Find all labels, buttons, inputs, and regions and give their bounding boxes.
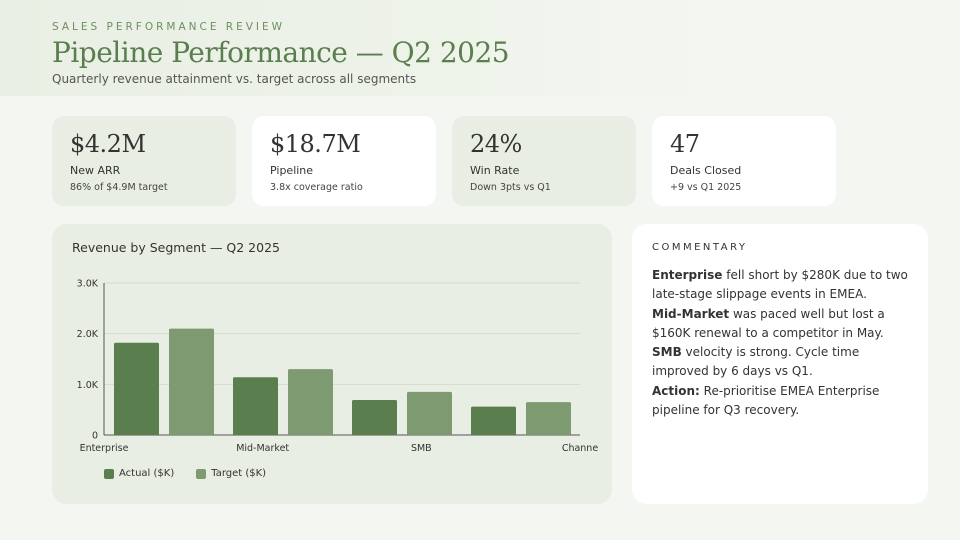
commentary-lead: Mid-Market	[652, 306, 730, 321]
legend-item-actual: Actual ($K)	[104, 468, 174, 479]
chart-card: Revenue by Segment — Q2 2025 0 1.0K 2.0K 3.…	[52, 224, 612, 504]
eyebrow-label: SALES PERFORMANCE REVIEW	[52, 21, 286, 33]
bar-target	[288, 369, 333, 435]
kpi-value: 47	[670, 130, 700, 158]
bar-target	[526, 402, 571, 435]
commentary-lead: SMB	[652, 345, 682, 360]
kpi-note: 3.8x coverage ratio	[270, 182, 363, 193]
x-tick-label: SMB	[411, 443, 432, 454]
commentary-card: COMMENTARY Enterprise fell short by $280…	[632, 224, 928, 504]
page-subtitle: Quarterly revenue attainment vs. target …	[52, 72, 417, 86]
y-tick-label: 1.0K	[77, 380, 99, 391]
legend-item-target: Target ($K)	[196, 468, 266, 479]
kpi-value: $4.2M	[70, 130, 146, 158]
kpi-card-pipeline: $18.7M Pipeline 3.8x coverage ratio	[252, 116, 436, 206]
bar-actual	[471, 406, 516, 435]
kpi-label: Deals Closed	[670, 164, 742, 177]
commentary-item-mid-market: Mid-Market was paced well but lost a $16…	[652, 305, 914, 344]
x-tick-label: Mid-Market	[236, 443, 289, 454]
kpi-value: $18.7M	[270, 130, 361, 158]
bar-actual	[233, 377, 278, 435]
kpi-label: Pipeline	[270, 164, 314, 177]
page-title: Pipeline Performance — Q2 2025	[52, 36, 510, 69]
commentary-text: velocity is strong. Cycle time improved …	[652, 345, 860, 379]
bar-actual	[114, 342, 159, 435]
bar-target	[407, 391, 452, 435]
y-tick-label: 0	[92, 431, 98, 442]
kpi-note: 86% of $4.9M target	[70, 182, 168, 193]
x-tick-label: Channe	[562, 443, 599, 454]
bar-actual	[352, 400, 397, 435]
commentary-item-smb: SMB velocity is strong. Cycle time impro…	[652, 343, 914, 382]
commentary-item-enterprise: Enterprise fell short by $280K due to tw…	[652, 266, 914, 305]
chart-legend: Actual ($K) Target ($K)	[104, 468, 266, 479]
header-band	[0, 0, 960, 96]
commentary-text: Re-prioritise EMEA Enterprise pipeline f…	[652, 383, 880, 418]
kpi-value: 24%	[470, 130, 522, 158]
legend-label: Target ($K)	[211, 468, 267, 479]
y-tick-label: 2.0K	[77, 329, 99, 340]
chart-title: Revenue by Segment — Q2 2025	[72, 240, 280, 255]
kpi-label: Win Rate	[470, 164, 520, 177]
kpi-card-deals-closed: 47 Deals Closed +9 vs Q1 2025	[652, 116, 836, 206]
x-tick-label: Enterprise	[80, 443, 129, 454]
commentary-item-action: Action: Re-prioritise EMEA Enterprise pi…	[652, 382, 914, 421]
kpi-label: New ARR	[70, 164, 121, 177]
legend-swatch-actual	[104, 468, 114, 479]
bar-chart: 0 1.0K 2.0K 3.0K Enterprise Mid-Market SMB Chan…	[77, 279, 599, 455]
kpi-card-win-rate: 24% Win Rate Down 3pts vs Q1	[452, 116, 636, 206]
commentary-text: fell short by $280K due to two late-stag…	[652, 268, 908, 302]
kpi-card-new-arr: $4.2M New ARR 86% of $4.9M target	[52, 116, 236, 206]
y-tick-label: 3.0K	[77, 279, 99, 290]
commentary-text: was paced well but lost a $160K renewal …	[652, 306, 885, 340]
commentary-lead: Action:	[652, 383, 700, 398]
legend-label: Actual ($K)	[119, 468, 175, 479]
commentary-body: Enterprise fell short by $280K due to tw…	[652, 266, 914, 420]
bar-target	[169, 328, 214, 435]
commentary-lead: Enterprise	[652, 268, 723, 282]
legend-swatch-target	[196, 468, 207, 479]
commentary-title: COMMENTARY	[652, 242, 748, 253]
kpi-note: +9 vs Q1 2025	[670, 182, 742, 193]
kpi-note: Down 3pts vs Q1	[470, 182, 551, 193]
